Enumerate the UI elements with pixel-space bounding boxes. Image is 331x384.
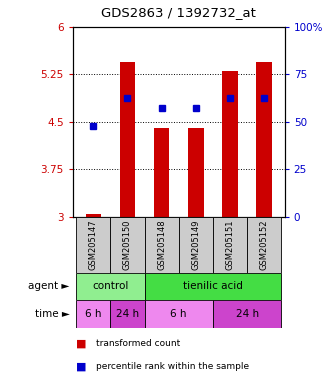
- Text: ■: ■: [76, 361, 87, 371]
- Bar: [76, 217, 111, 273]
- Text: 6 h: 6 h: [85, 309, 102, 319]
- Text: GSM205147: GSM205147: [89, 220, 98, 270]
- Text: GSM205148: GSM205148: [157, 220, 166, 270]
- Bar: [257, 62, 272, 217]
- Bar: [145, 217, 179, 273]
- Text: time ►: time ►: [35, 309, 70, 319]
- Text: GSM205151: GSM205151: [225, 220, 234, 270]
- Bar: [188, 128, 204, 217]
- Text: GSM205150: GSM205150: [123, 220, 132, 270]
- Bar: [213, 217, 247, 273]
- Bar: [145, 300, 213, 328]
- Text: agent ►: agent ►: [28, 281, 70, 291]
- Text: tienilic acid: tienilic acid: [183, 281, 243, 291]
- Text: transformed count: transformed count: [96, 339, 180, 348]
- Text: GSM205149: GSM205149: [191, 220, 200, 270]
- Text: 24 h: 24 h: [236, 309, 259, 319]
- Bar: [179, 217, 213, 273]
- Text: GDS2863 / 1392732_at: GDS2863 / 1392732_at: [101, 6, 256, 19]
- Text: ■: ■: [76, 338, 87, 348]
- Text: 24 h: 24 h: [116, 309, 139, 319]
- Text: GSM205152: GSM205152: [260, 220, 269, 270]
- Bar: [111, 300, 145, 328]
- Bar: [222, 71, 238, 217]
- Bar: [76, 273, 145, 300]
- Bar: [154, 128, 169, 217]
- Bar: [76, 300, 111, 328]
- Text: 6 h: 6 h: [170, 309, 187, 319]
- Text: percentile rank within the sample: percentile rank within the sample: [96, 362, 249, 371]
- Text: control: control: [92, 281, 128, 291]
- Bar: [111, 217, 145, 273]
- Bar: [120, 62, 135, 217]
- Bar: [247, 217, 281, 273]
- Bar: [213, 300, 281, 328]
- Bar: [145, 273, 281, 300]
- Bar: [86, 214, 101, 217]
